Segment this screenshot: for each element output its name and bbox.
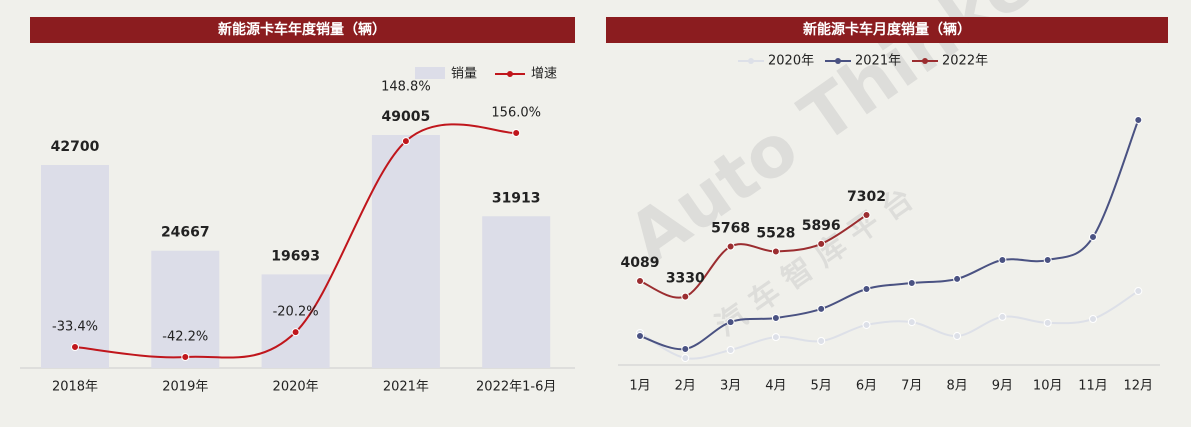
x-tick-label: 9月: [992, 379, 1013, 394]
value-label: 19693: [271, 248, 320, 264]
value-label: 31913: [492, 190, 541, 206]
value-label: -20.2%: [273, 305, 319, 320]
point: [817, 336, 826, 345]
point: [1089, 233, 1097, 242]
point: [636, 277, 644, 286]
point: [771, 333, 780, 342]
point: [907, 279, 916, 288]
bar: [41, 164, 109, 368]
legend-label: 销量: [451, 67, 477, 82]
line: [74, 123, 517, 359]
point: [401, 137, 410, 146]
point: [512, 129, 521, 137]
point: [862, 211, 871, 220]
value-label: -33.4%: [52, 320, 98, 335]
value-label: 5768: [711, 221, 750, 237]
point: [907, 318, 916, 327]
x-tick-label: 1月: [629, 379, 650, 394]
value-label: 24667: [161, 225, 210, 241]
point: [726, 242, 735, 251]
x-tick-label: 2022年1-6月: [476, 380, 556, 395]
point: [817, 304, 826, 313]
point: [771, 313, 780, 322]
value-label: 42700: [51, 139, 100, 155]
x-tick-label: 8月: [946, 379, 967, 394]
legend-label: 2022年: [942, 54, 988, 69]
point: [953, 274, 962, 283]
point: [862, 320, 871, 329]
point: [681, 354, 690, 363]
legend-swatch: [835, 58, 841, 64]
point: [953, 332, 962, 341]
point: [1134, 115, 1143, 124]
point: [636, 332, 644, 341]
title-bar: [606, 17, 1168, 43]
legend-swatch: [415, 67, 445, 79]
legend-label: 增速: [531, 67, 557, 82]
value-label: 4089: [621, 255, 660, 271]
point: [862, 285, 871, 294]
value-label: 49005: [382, 109, 431, 125]
x-tick-label: 2月: [675, 379, 696, 394]
x-tick-label: 12月: [1124, 379, 1154, 394]
value-label: 3330: [666, 271, 705, 287]
legend-label: 2021年: [855, 54, 901, 69]
x-tick-label: 5月: [811, 379, 832, 394]
point: [291, 328, 300, 337]
x-tick-label: 4月: [765, 379, 786, 394]
x-tick-label: 2021年: [383, 380, 429, 395]
x-tick-label: 7月: [901, 379, 922, 394]
point: [998, 256, 1007, 265]
x-tick-label: 2019年: [162, 380, 208, 395]
point: [1043, 256, 1052, 265]
point: [681, 344, 690, 353]
point: [998, 312, 1007, 321]
legend-swatch: [507, 71, 513, 77]
bar: [482, 216, 551, 368]
legend-swatch: [748, 58, 754, 64]
legend-swatch: [922, 58, 928, 64]
x-tick-label: 3月: [720, 379, 741, 394]
value-label: 7302: [847, 189, 886, 205]
value-label: 5528: [756, 225, 795, 241]
point: [771, 247, 780, 256]
value-label: 5896: [802, 218, 841, 234]
point: [726, 318, 735, 327]
point: [1134, 287, 1143, 296]
value-label: 148.8%: [381, 80, 431, 95]
title-bar: [30, 17, 575, 43]
point: [817, 239, 826, 248]
bar: [151, 250, 220, 368]
bar: [371, 135, 440, 368]
value-label: -42.2%: [162, 330, 208, 345]
x-tick-label: 11月: [1078, 379, 1108, 394]
bar: [261, 274, 330, 368]
point: [726, 346, 735, 355]
point: [681, 292, 690, 301]
x-tick-label: 2018年: [52, 380, 98, 395]
x-tick-label: 6月: [856, 379, 877, 394]
point: [181, 353, 190, 361]
chart-title: 新能源卡车月度销量（辆）: [803, 21, 971, 38]
point: [1043, 318, 1052, 327]
x-tick-label: 2020年: [273, 380, 319, 395]
chart-title: 新能源卡车年度销量（辆）: [218, 21, 386, 38]
legend-label: 2020年: [768, 54, 814, 69]
value-label: 156.0%: [491, 106, 541, 121]
point: [1089, 314, 1097, 323]
point: [71, 343, 79, 352]
x-tick-label: 10月: [1033, 379, 1063, 394]
